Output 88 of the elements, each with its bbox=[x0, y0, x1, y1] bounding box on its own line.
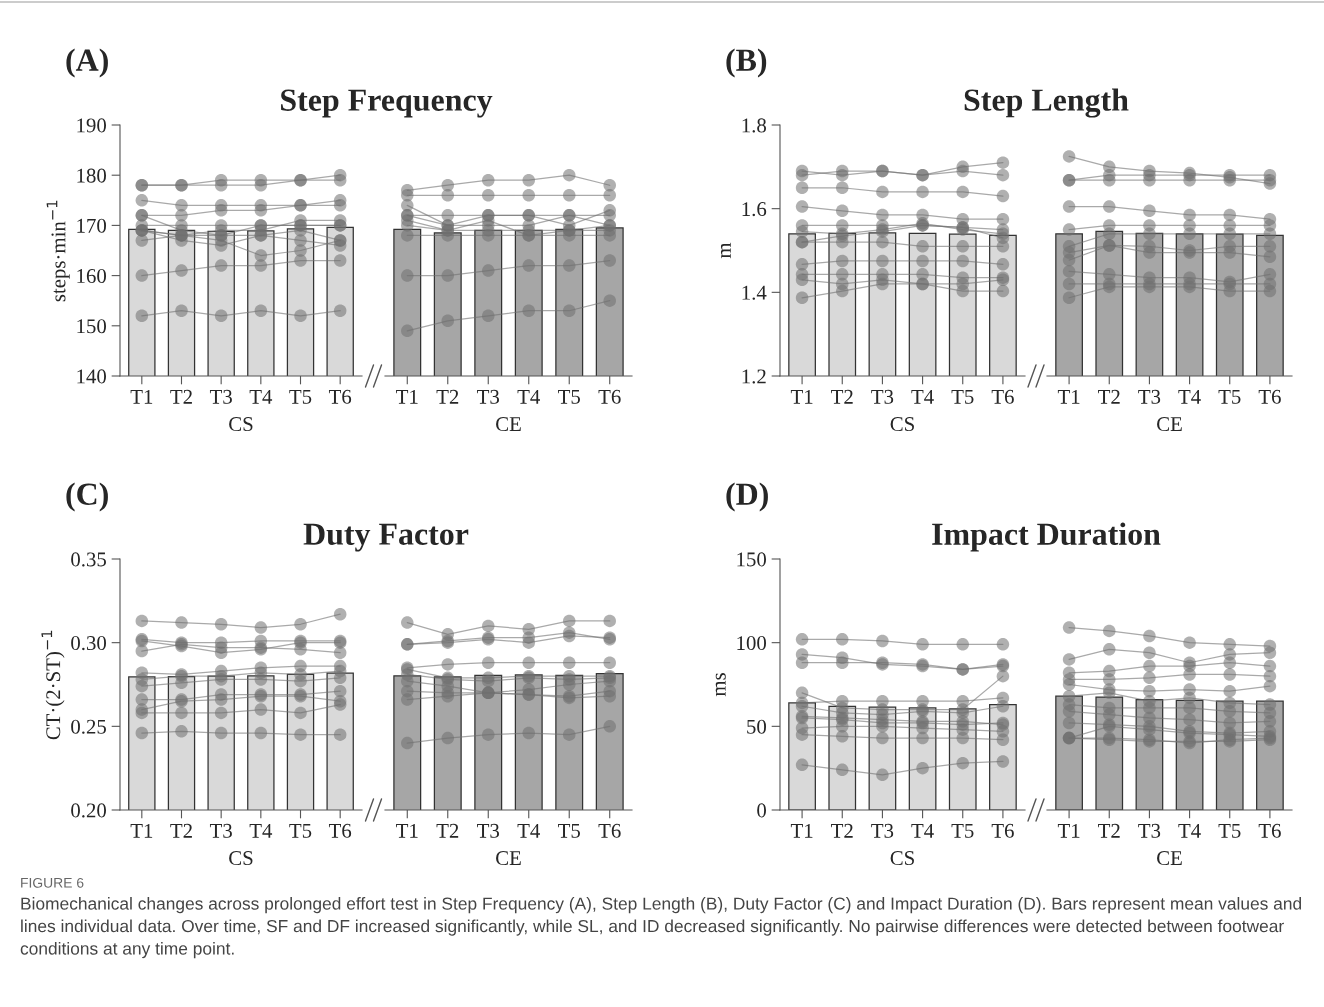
x-tick-label: T2 bbox=[436, 389, 459, 404]
y-tick-label: 160 bbox=[77, 268, 107, 284]
x-tick-label: T2 bbox=[170, 389, 192, 404]
x-axis-title: CS bbox=[890, 851, 914, 866]
y-tick-label: 1.4 bbox=[742, 285, 767, 300]
y-tick-label: 150 bbox=[737, 552, 767, 567]
x-tick-label: T3 bbox=[1138, 823, 1161, 838]
x-tick-label: T6 bbox=[328, 823, 352, 838]
x-tick-label: T4 bbox=[517, 389, 540, 404]
x-tick-label: T4 bbox=[911, 389, 934, 404]
y-tick-label: 150 bbox=[77, 319, 107, 334]
x-tick-label: T5 bbox=[558, 824, 580, 838]
x-tick-label: T1 bbox=[1057, 389, 1080, 404]
x-tick-label: T4 bbox=[1178, 823, 1201, 838]
x-tick-label: T1 bbox=[130, 389, 153, 404]
y-tick-label: 0.35 bbox=[71, 552, 106, 567]
x-tick-label: T4 bbox=[249, 823, 273, 838]
chart-title: Step Frequency bbox=[281, 89, 493, 118]
x-tick-label: T6 bbox=[991, 389, 1014, 404]
x-tick-label: T4 bbox=[911, 823, 934, 838]
y-tick-label: 140 bbox=[77, 369, 107, 384]
x-tick-label: T3 bbox=[477, 389, 500, 404]
x-tick-label: T5 bbox=[558, 390, 580, 404]
y-tick-label: 0.25 bbox=[71, 719, 106, 734]
x-axis-title: CS bbox=[890, 417, 914, 432]
x-tick-label: T6 bbox=[328, 389, 352, 404]
y-tick-label: 190 bbox=[77, 118, 107, 133]
y-tick-label: 0.20 bbox=[71, 803, 107, 818]
x-tick-label: T2 bbox=[170, 823, 192, 838]
x-tick-label: T2 bbox=[831, 389, 853, 404]
x-tick-label: T2 bbox=[831, 823, 853, 838]
y-axis-title: steps·min$^{−1}$ bbox=[46, 200, 70, 302]
x-tick-label: T5 bbox=[289, 824, 312, 838]
y-axis-title: ms bbox=[715, 673, 726, 697]
y-tick-label: 1.8 bbox=[742, 118, 767, 133]
y-tick-label: 100 bbox=[737, 636, 767, 651]
chart-title: Step Length bbox=[964, 88, 1129, 118]
y-tick-label: 50 bbox=[747, 719, 767, 734]
y-tick-label: 170 bbox=[77, 218, 107, 233]
x-axis-title: CE bbox=[1157, 417, 1182, 432]
x-tick-label: T5 bbox=[951, 390, 974, 404]
x-tick-label: T3 bbox=[871, 823, 894, 838]
x-tick-label: T1 bbox=[396, 823, 418, 838]
x-tick-label: T3 bbox=[477, 823, 500, 838]
x-axis-title: CE bbox=[1157, 851, 1182, 866]
text: (A) bbox=[66, 48, 108, 78]
x-tick-label: T3 bbox=[209, 823, 232, 838]
x-tick-label: T3 bbox=[871, 389, 894, 404]
x-tick-label: T5 bbox=[951, 824, 974, 838]
text: Biomechanical changes across prolonged effort test in Step Frequency (A), Step Length (B), Duty Factor (C) and Impact Duration (D). Bars represent mean values and lines individual data. Over time, SF and DF increased significantly, while SL, and ID decreased significantly. No pairwise differences were detected between footwear conditions at any time point. bbox=[20, 897, 1302, 959]
x-tick-label: T2 bbox=[1098, 389, 1120, 404]
x-tick-label: T6 bbox=[1258, 389, 1281, 404]
x-tick-label: T2 bbox=[1098, 823, 1120, 838]
x-tick-label: T6 bbox=[991, 823, 1014, 838]
text: (D) bbox=[726, 482, 768, 512]
x-tick-label: T6 bbox=[1258, 823, 1281, 838]
y-axis-title: m bbox=[720, 242, 731, 259]
x-tick-label: T5 bbox=[289, 390, 312, 404]
y-tick-label: 0 bbox=[757, 803, 767, 818]
x-tick-label: T1 bbox=[130, 823, 153, 838]
x-tick-label: T1 bbox=[1057, 823, 1080, 838]
x-tick-label: T3 bbox=[209, 389, 232, 404]
x-tick-label: T1 bbox=[790, 823, 813, 838]
caption: FIGURE 6 bbox=[21, 877, 84, 888]
x-tick-label: T3 bbox=[1138, 389, 1161, 404]
x-tick-label: T4 bbox=[1178, 389, 1201, 404]
x-tick-label: T5 bbox=[1218, 824, 1241, 838]
x-tick-label: T6 bbox=[598, 823, 621, 838]
y-tick-label: 180 bbox=[77, 168, 107, 183]
x-tick-label: T4 bbox=[517, 823, 540, 838]
chart-title: Duty Factor bbox=[303, 523, 469, 552]
chart-title: Impact Duration bbox=[932, 522, 1161, 552]
x-axis-title: CE bbox=[496, 851, 521, 866]
y-tick-label: 1.6 bbox=[742, 202, 767, 217]
y-axis-title: CT·(2·ST)$^{−1}$ bbox=[41, 630, 65, 740]
y-tick-label: 0.30 bbox=[71, 636, 107, 651]
x-axis-title: CE bbox=[496, 417, 521, 432]
x-axis-title: CS bbox=[229, 417, 253, 432]
text: (C) bbox=[66, 482, 108, 512]
x-tick-label: T5 bbox=[1218, 390, 1241, 404]
x-axis-title: CS bbox=[229, 851, 253, 866]
x-tick-label: T2 bbox=[436, 823, 459, 838]
y-tick-label: 1.2 bbox=[742, 369, 766, 384]
x-tick-label: T4 bbox=[249, 389, 273, 404]
text: (B) bbox=[726, 48, 767, 78]
x-tick-label: T1 bbox=[396, 389, 418, 404]
x-tick-label: T6 bbox=[598, 389, 621, 404]
x-tick-label: T1 bbox=[790, 389, 813, 404]
